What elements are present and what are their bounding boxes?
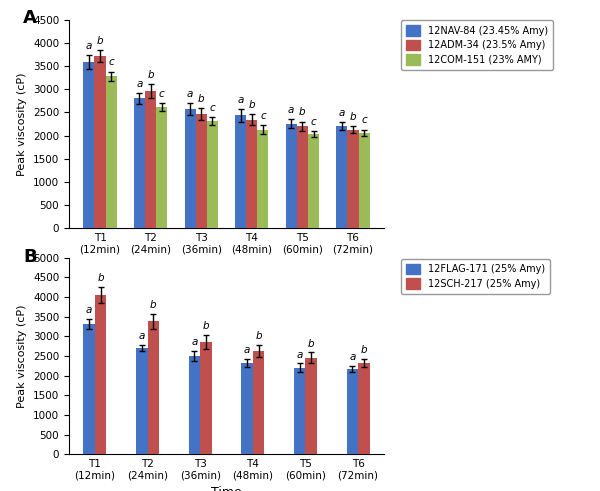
Bar [83, 62, 94, 228]
Bar [156, 107, 167, 228]
Bar [246, 120, 257, 228]
Text: c: c [311, 117, 316, 127]
Bar [207, 121, 218, 228]
Bar [106, 76, 117, 228]
Bar [188, 356, 200, 454]
Y-axis label: Peak viscosity (cP): Peak viscosity (cP) [17, 304, 28, 408]
Bar [94, 56, 106, 228]
Bar [235, 115, 246, 228]
Bar [257, 130, 268, 228]
Bar [336, 126, 347, 228]
Bar [200, 342, 212, 454]
Bar [241, 363, 253, 454]
Text: b: b [299, 108, 306, 117]
Text: a: a [288, 105, 295, 115]
Text: B: B [23, 248, 37, 266]
Text: a: a [338, 108, 345, 118]
Text: b: b [255, 331, 262, 341]
Text: a: a [136, 79, 143, 89]
Text: b: b [203, 321, 209, 331]
Text: b: b [308, 338, 314, 349]
Bar [185, 109, 196, 228]
Text: b: b [248, 100, 255, 110]
Bar [308, 134, 319, 228]
Bar [297, 126, 308, 228]
Text: c: c [361, 115, 367, 125]
Bar [253, 351, 265, 454]
Bar [305, 357, 317, 454]
Text: a: a [349, 352, 355, 362]
Text: c: c [159, 89, 164, 99]
Text: b: b [97, 36, 103, 46]
Text: b: b [198, 94, 205, 104]
Text: b: b [361, 345, 367, 355]
Legend: 12FLAG-171 (25% Amy), 12SCH-217 (25% Amy): 12FLAG-171 (25% Amy), 12SCH-217 (25% Amy… [401, 259, 550, 294]
Bar [294, 368, 305, 454]
Bar [148, 322, 159, 454]
Bar [95, 295, 106, 454]
Text: b: b [350, 111, 356, 122]
Text: c: c [108, 57, 114, 67]
Bar [359, 133, 370, 228]
Text: a: a [296, 350, 303, 359]
Text: a: a [191, 337, 197, 347]
Text: b: b [97, 273, 104, 283]
Text: A: A [23, 9, 37, 27]
Text: b: b [147, 70, 154, 80]
Bar [358, 363, 370, 454]
Bar [83, 324, 95, 454]
Legend: 12NAV-84 (23.45% Amy), 12ADM-34 (23.5% Amy), 12COM-151 (23% AMY): 12NAV-84 (23.45% Amy), 12ADM-34 (23.5% A… [401, 20, 553, 70]
Text: c: c [209, 103, 215, 113]
Bar [145, 91, 156, 228]
Bar [286, 124, 297, 228]
Bar [196, 114, 207, 228]
Text: a: a [238, 94, 244, 105]
X-axis label: Time: Time [211, 486, 242, 491]
Text: a: a [86, 41, 92, 51]
Text: a: a [86, 305, 92, 315]
Bar [347, 130, 359, 228]
Text: a: a [139, 331, 145, 341]
Y-axis label: Peak viscosity (cP): Peak viscosity (cP) [17, 72, 28, 176]
Bar [134, 99, 145, 228]
Text: b: b [150, 300, 157, 310]
Bar [347, 369, 358, 454]
Text: c: c [260, 111, 266, 121]
Bar [136, 348, 148, 454]
Text: a: a [244, 345, 250, 355]
Text: a: a [187, 89, 193, 99]
